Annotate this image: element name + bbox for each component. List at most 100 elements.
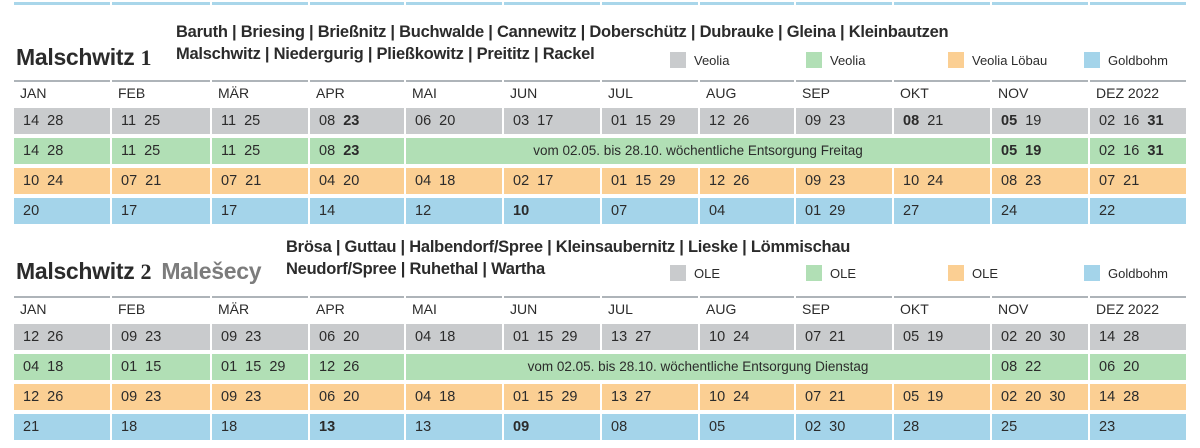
date-cell: 02 16 31 — [1090, 108, 1186, 134]
date-cell: 14 28 — [1090, 324, 1186, 350]
top-rule-segment — [602, 2, 698, 5]
schedule-row-blue: 20 17 17 14 12 10 07 04 01 29 27 24 22 — [14, 198, 1186, 224]
legend-item: Veolia Löbau — [948, 52, 1047, 68]
date-cell: 05 19 — [992, 138, 1088, 164]
date-cell: 12 26 — [14, 324, 110, 350]
date-cell: 09 23 — [112, 324, 210, 350]
month-header: NOV — [992, 80, 1088, 104]
date-cell: 05 — [700, 414, 794, 440]
legend-label: OLE — [830, 265, 857, 281]
village-list-line-2: Neudorf/Spree | Ruhethal | Wartha — [286, 260, 545, 278]
orange-square-icon — [948, 52, 964, 68]
date-cell: 14 — [310, 198, 404, 224]
legend-label: Veolia — [694, 52, 730, 68]
legend-item: Goldbohm — [1084, 52, 1168, 68]
section-header: Malschwitz 1 Baruth | Briesing | Brießni… — [14, 20, 1186, 76]
date-cell: 01 15 29 — [212, 354, 308, 380]
date-cell: 14 28 — [14, 138, 110, 164]
legend-item: Goldbohm — [1084, 265, 1168, 281]
date-cell: 10 24 — [700, 324, 794, 350]
date-cell: 01 15 29 — [504, 324, 600, 350]
green-square-icon — [806, 52, 822, 68]
top-rule-segment — [406, 2, 502, 5]
legend-item: OLE — [948, 265, 998, 281]
month-header: AUG — [700, 296, 794, 320]
date-cell: 07 21 — [796, 384, 892, 410]
top-rule-segment — [310, 2, 404, 5]
date-cell: 04 18 — [406, 168, 502, 194]
date-cell: 08 — [602, 414, 698, 440]
section-number: 2 — [140, 259, 152, 284]
date-cell: 11 25 — [212, 138, 308, 164]
schedule-row-grey: 12 26 09 23 09 23 06 20 04 18 01 15 29 13 27 10… — [14, 324, 1186, 350]
date-cell: 02 17 — [504, 168, 600, 194]
date-cell: 18 — [112, 414, 210, 440]
month-header: SEP — [796, 296, 892, 320]
date-cell: 12 — [406, 198, 502, 224]
month-header: OKT — [894, 80, 990, 104]
date-cell: 13 27 — [602, 324, 698, 350]
section-header: Malschwitz 2 Malešecy Brösa | Guttau | H… — [14, 236, 1186, 292]
blue-square-icon — [1084, 52, 1100, 68]
legend-item: OLE — [670, 265, 720, 281]
weekly-collection-note: vom 02.05. bis 28.10. wöchentliche Entso… — [406, 354, 990, 380]
date-cell: 06 20 — [310, 324, 404, 350]
top-rule-segment — [894, 2, 990, 5]
grey-square-icon — [670, 265, 686, 281]
date-cell: 14 28 — [14, 108, 110, 134]
schedule-row-green: 04 18 01 15 01 15 29 12 26 vom 02.05. bis 28… — [14, 354, 1186, 380]
top-rule-segment — [796, 2, 892, 5]
section-title-name: Malschwitz — [16, 44, 135, 70]
blue-square-icon — [1084, 265, 1100, 281]
date-cell: 02 20 30 — [992, 384, 1088, 410]
schedule-row-orange: 10 24 07 21 07 21 04 20 04 18 02 17 01 15 29 12… — [14, 168, 1186, 194]
date-cell: 10 24 — [700, 384, 794, 410]
month-header: OKT — [894, 296, 990, 320]
month-header: SEP — [796, 80, 892, 104]
date-cell: 14 28 — [1090, 384, 1186, 410]
date-cell: 05 19 — [894, 384, 990, 410]
top-rule-segment — [212, 2, 308, 5]
legend-label: OLE — [694, 265, 721, 281]
village-list-line-1: Brösa | Guttau | Halbendorf/Spree | Klei… — [286, 238, 851, 256]
legend-label: OLE — [972, 265, 999, 281]
date-cell: 07 21 — [112, 168, 210, 194]
village-list: Baruth | Briesing | Brießnitz | Buchwald… — [176, 21, 949, 65]
month-header: JUL — [602, 80, 698, 104]
date-cell: 12 26 — [14, 384, 110, 410]
month-header: DEZ 2022 — [1090, 296, 1186, 320]
schedule-rows: 14 28 11 25 11 25 08 23 06 20 03 17 01 15 29 12… — [14, 108, 1186, 224]
month-header: JAN — [14, 80, 110, 104]
section-title: Malschwitz 2 Malešecy — [16, 258, 262, 285]
month-header: FEB — [112, 80, 210, 104]
date-cell: 07 21 — [212, 168, 308, 194]
schedule-rows: 12 26 09 23 09 23 06 20 04 18 01 15 29 13 27 10… — [14, 324, 1186, 440]
date-cell: 10 24 — [14, 168, 110, 194]
legend-label: Goldbohm — [1108, 265, 1168, 281]
top-rule-segment — [700, 2, 794, 5]
date-cell: 05 19 — [894, 324, 990, 350]
section-title-name: Malschwitz — [16, 258, 135, 284]
month-header: JUL — [602, 296, 698, 320]
month-header-row: JAN FEB MÄR APR MAI JUN JUL AUG SEP OKT NOV DEZ 202… — [14, 80, 1186, 104]
grey-square-icon — [670, 52, 686, 68]
month-header: APR — [310, 80, 404, 104]
date-cell: 08 21 — [894, 108, 990, 134]
date-cell: 21 — [14, 414, 110, 440]
top-rule-segment — [992, 2, 1088, 5]
month-header: AUG — [700, 80, 794, 104]
month-header: MÄR — [212, 296, 308, 320]
month-header: DEZ 2022 — [1090, 80, 1186, 104]
section-malschwitz-2: Malschwitz 2 Malešecy Brösa | Guttau | H… — [14, 236, 1186, 440]
date-cell: 23 — [1090, 414, 1186, 440]
date-cell: 07 — [602, 198, 698, 224]
month-header: JAN — [14, 296, 110, 320]
date-cell: 09 23 — [212, 384, 308, 410]
month-header: JUN — [504, 296, 600, 320]
schedule-row-blue: 21 18 18 13 13 09 08 05 02 30 28 25 23 — [14, 414, 1186, 440]
month-header: FEB — [112, 296, 210, 320]
top-rule-segment — [1090, 2, 1186, 5]
legend-item: OLE — [806, 265, 856, 281]
date-cell: 20 — [14, 198, 110, 224]
date-cell: 01 15 29 — [504, 384, 600, 410]
